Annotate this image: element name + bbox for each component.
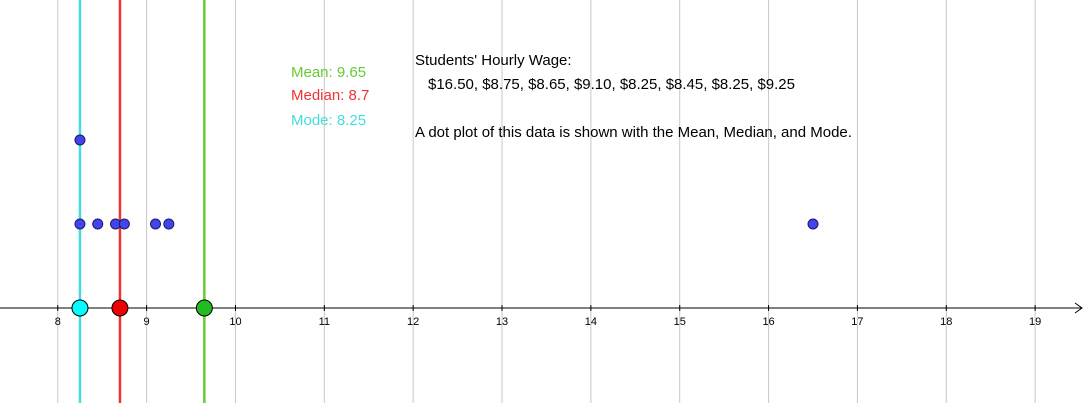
data-list: $16.50, $8.75, $8.65, $9.10, $8.25, $8.4… [428,76,795,93]
x-tick-label: 10 [229,316,241,328]
x-tick-label: 9 [144,316,150,328]
mean-label: Mean: 9.65 [291,64,367,81]
grid-lines [57,0,1036,403]
stat-lines [78,0,206,403]
mode-marker[interactable] [71,299,89,317]
x-tick-label: 8 [55,316,61,328]
x-tick-label: 11 [319,316,330,328]
description-text: A dot plot of this data is shown with th… [415,124,852,141]
x-tick-label: 19 [1029,316,1041,328]
x-tick-label: 16 [762,316,774,328]
x-tick-label: 18 [940,316,952,328]
x-tick-label: 14 [585,316,597,328]
x-tick-label: 12 [407,316,419,328]
data-dot [74,134,86,146]
x-tick-label: 15 [674,316,686,328]
data-dot [74,218,86,230]
mean-marker[interactable] [195,299,213,317]
mode-label: Mode: 8.25 [291,112,367,129]
median-marker[interactable] [111,299,129,317]
x-tick-label: 17 [851,316,863,328]
data-dot [807,218,819,230]
data-dot [163,218,175,230]
data-dot [149,218,161,230]
data-dots [74,134,819,230]
data-dot [92,218,104,230]
x-tick-label: 13 [496,316,508,328]
median-label: Median: 8.7 [291,87,370,104]
x-axis: 8 9 10 11 12 13 14 15 16 17 18 19 [0,302,1083,328]
data-dot [118,218,130,230]
data-heading: Students' Hourly Wage: [415,52,572,69]
stat-markers [71,299,213,317]
x-axis-arrow [1074,302,1083,314]
